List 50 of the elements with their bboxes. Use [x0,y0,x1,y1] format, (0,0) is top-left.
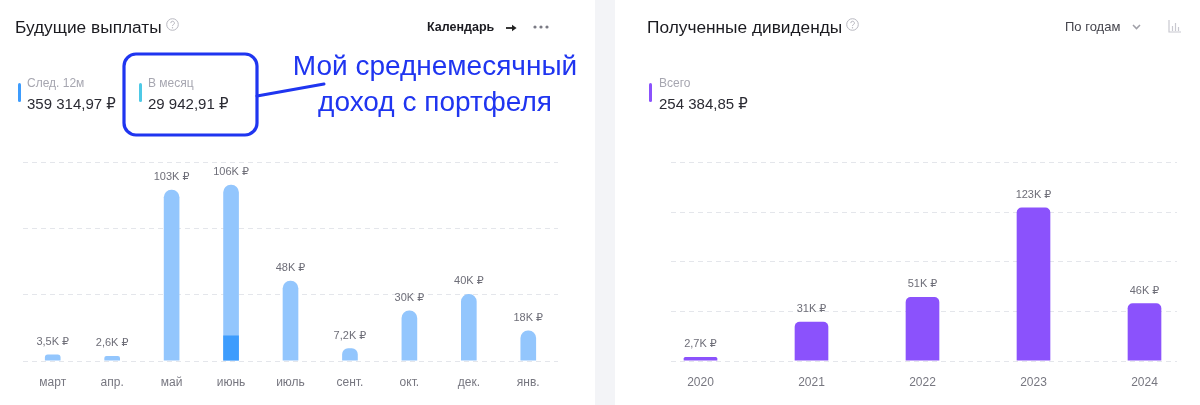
text: В месяц [148,76,194,90]
bar [401,310,418,361]
data-label: 2,6K ₽ [95,336,129,349]
bar [461,294,477,361]
text: 359 314,97 ₽ [27,95,116,112]
bar [520,330,537,361]
x-tick-label: июль [276,375,305,390]
x-tick-label: 2024 [1131,375,1159,390]
x-tick-label: янв. [516,375,540,390]
bar [44,354,61,361]
data-label: 103K ₽ [153,170,190,183]
data-label: 31K ₽ [796,302,827,315]
bar [905,296,940,361]
x-tick-label: 2023 [1020,375,1048,390]
text: По годам [1065,19,1121,34]
text: Календарь [427,20,495,35]
data-label: 18K ₽ [513,310,544,323]
bar [223,335,239,361]
x-tick-label: май [160,375,183,390]
x-tick-label: 2021 [798,375,826,390]
text: 29 942,91 ₽ [148,95,229,112]
text: След. 12м [27,76,85,90]
x-tick-label: сент. [336,375,364,390]
text: 254 384,85 ₽ [659,95,748,112]
data-label: 40K ₽ [454,274,484,287]
bar [163,189,180,361]
data-label: 3,5K ₽ [36,334,70,347]
chart-title: Будущие выплаты [15,17,162,38]
x-tick-label: 2022 [909,375,937,390]
bar [282,280,299,361]
bar [1016,207,1051,361]
bar [1127,303,1162,361]
text: Всего [659,76,691,90]
x-tick-label: июнь [216,375,246,390]
data-label: 7,2K ₽ [333,328,367,341]
chart-title: Полученные дивиденды [647,17,843,38]
text: Мой среднемесячный доход с портфеля [292,50,578,117]
data-label: 2,7K ₽ [684,337,717,350]
x-tick-label: апр. [100,375,124,390]
data-label: 106K ₽ [213,165,249,178]
x-tick-label: март [39,375,67,390]
data-label: 30K ₽ [394,290,425,303]
x-tick-label: окт. [399,375,420,390]
data-label: 51K ₽ [907,277,938,290]
data-label: 123K ₽ [1015,187,1052,200]
bar [794,321,829,361]
data-label: 46K ₽ [1129,283,1160,296]
x-tick-label: 2020 [687,375,715,390]
x-tick-label: дек. [457,375,480,390]
data-label: 48K ₽ [275,261,306,274]
